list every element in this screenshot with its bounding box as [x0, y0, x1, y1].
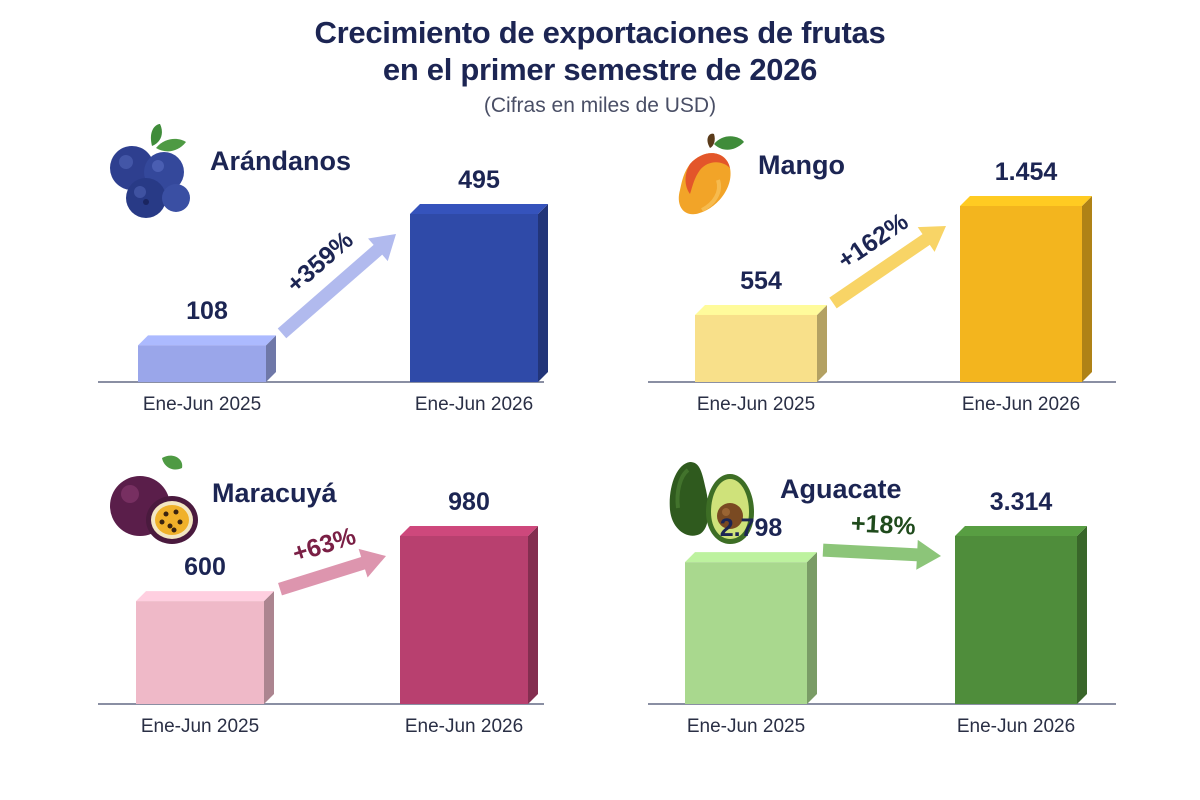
growth-arrow — [822, 539, 942, 570]
value-label-2025: 2.798 — [719, 514, 783, 543]
fruit-name-avocado: Aguacate — [780, 474, 902, 504]
growth-arrow — [277, 234, 396, 339]
blueberry-icon — [100, 118, 200, 218]
avocado-icon — [660, 452, 760, 552]
category-label-2026: Ene-Jun 2026 — [956, 716, 1076, 737]
chart-svg-avocado — [648, 526, 1116, 705]
bar-ene-jun-2025 — [695, 304, 827, 382]
category-label-2025: Ene-Jun 2025 — [686, 716, 806, 737]
bar-ene-jun-2025 — [136, 591, 274, 704]
panel-passion-fruit: Maracuyá 600 980 Ene-Jun 2025 Ene-Jun 20… — [0, 440, 600, 780]
growth-arrow — [829, 226, 947, 309]
bar-ene-jun-2026 — [960, 196, 1092, 382]
growth-arrow — [278, 548, 386, 596]
bar-ene-jun-2026 — [955, 526, 1087, 704]
fruit-name-mango: Mango — [758, 150, 845, 180]
category-label-2026: Ene-Jun 2026 — [414, 394, 534, 415]
value-label-2026: 495 — [458, 166, 500, 194]
bar-ene-jun-2025 — [685, 552, 817, 704]
category-label-2026: Ene-Jun 2026 — [961, 394, 1081, 415]
fruit-name-blueberries: Arándanos — [210, 146, 352, 176]
bar-ene-jun-2026 — [400, 526, 538, 704]
category-label-2025: Ene-Jun 2025 — [140, 716, 260, 737]
value-label-2026: 3.314 — [989, 488, 1053, 516]
value-label-2025: 108 — [186, 297, 228, 326]
chart-title-line-2: en el primer semestre de 2026 — [382, 52, 818, 87]
panel-avocado: Aguacate 2.798 3.314 Ene-Jun 2025 Ene-Ju… — [600, 440, 1200, 780]
bar-ene-jun-2025 — [138, 335, 276, 382]
value-label-2026: 980 — [448, 488, 490, 516]
chart-svg-mango — [648, 196, 1116, 383]
chart-title-line-1: Crecimiento de exportaciones de frutas — [314, 15, 886, 50]
mango-icon — [660, 130, 760, 230]
panel-blueberries: Arándanos 108 495 Ene-Jun 2025 Ene-Jun 2… — [0, 110, 600, 450]
value-label-2025: 554 — [740, 266, 782, 295]
category-label-2026: Ene-Jun 2026 — [404, 716, 524, 737]
value-label-2026: 1.454 — [994, 158, 1058, 186]
category-label-2025: Ene-Jun 2025 — [142, 394, 262, 415]
bar-ene-jun-2026 — [410, 204, 548, 382]
panel-mango: Mango 554 1.454 Ene-Jun 2025 Ene-Jun 202… — [600, 110, 1200, 450]
fruit-name-passion-fruit: Maracuyá — [212, 478, 337, 508]
chart-svg-passion-fruit — [98, 526, 544, 705]
growth-percentage-label: +18% — [850, 509, 917, 541]
chart-svg-blueberries — [98, 204, 548, 383]
category-label-2025: Ene-Jun 2025 — [696, 394, 816, 415]
passion-fruit-icon — [102, 450, 202, 550]
chart-subtitle: (Cifras en miles de USD) — [483, 94, 717, 117]
value-label-2025: 600 — [184, 553, 226, 582]
chart-header: Crecimiento de exportaciones de frutas e… — [0, 14, 1200, 118]
